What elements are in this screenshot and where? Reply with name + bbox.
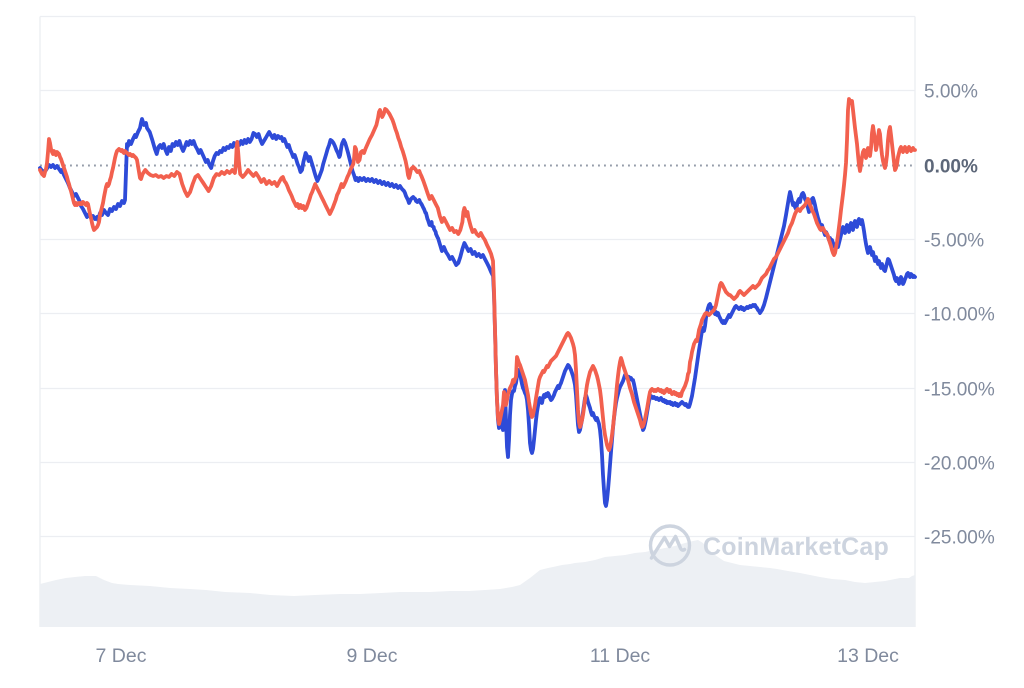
svg-text:-15.00%: -15.00%: [924, 380, 995, 401]
svg-text:-5.00%: -5.00%: [924, 231, 984, 252]
svg-text:-20.00%: -20.00%: [924, 454, 995, 475]
svg-text:CoinMarketCap: CoinMarketCap: [703, 533, 889, 561]
svg-text:7 Dec: 7 Dec: [96, 645, 147, 667]
svg-text:11 Dec: 11 Dec: [590, 645, 651, 667]
svg-text:9 Dec: 9 Dec: [347, 645, 398, 667]
svg-text:13 Dec: 13 Dec: [837, 645, 899, 667]
svg-text:5.00%: 5.00%: [924, 82, 978, 103]
svg-text:-10.00%: -10.00%: [924, 305, 995, 326]
svg-text:0.00%: 0.00%: [924, 157, 978, 178]
svg-text:-25.00%: -25.00%: [924, 528, 995, 549]
